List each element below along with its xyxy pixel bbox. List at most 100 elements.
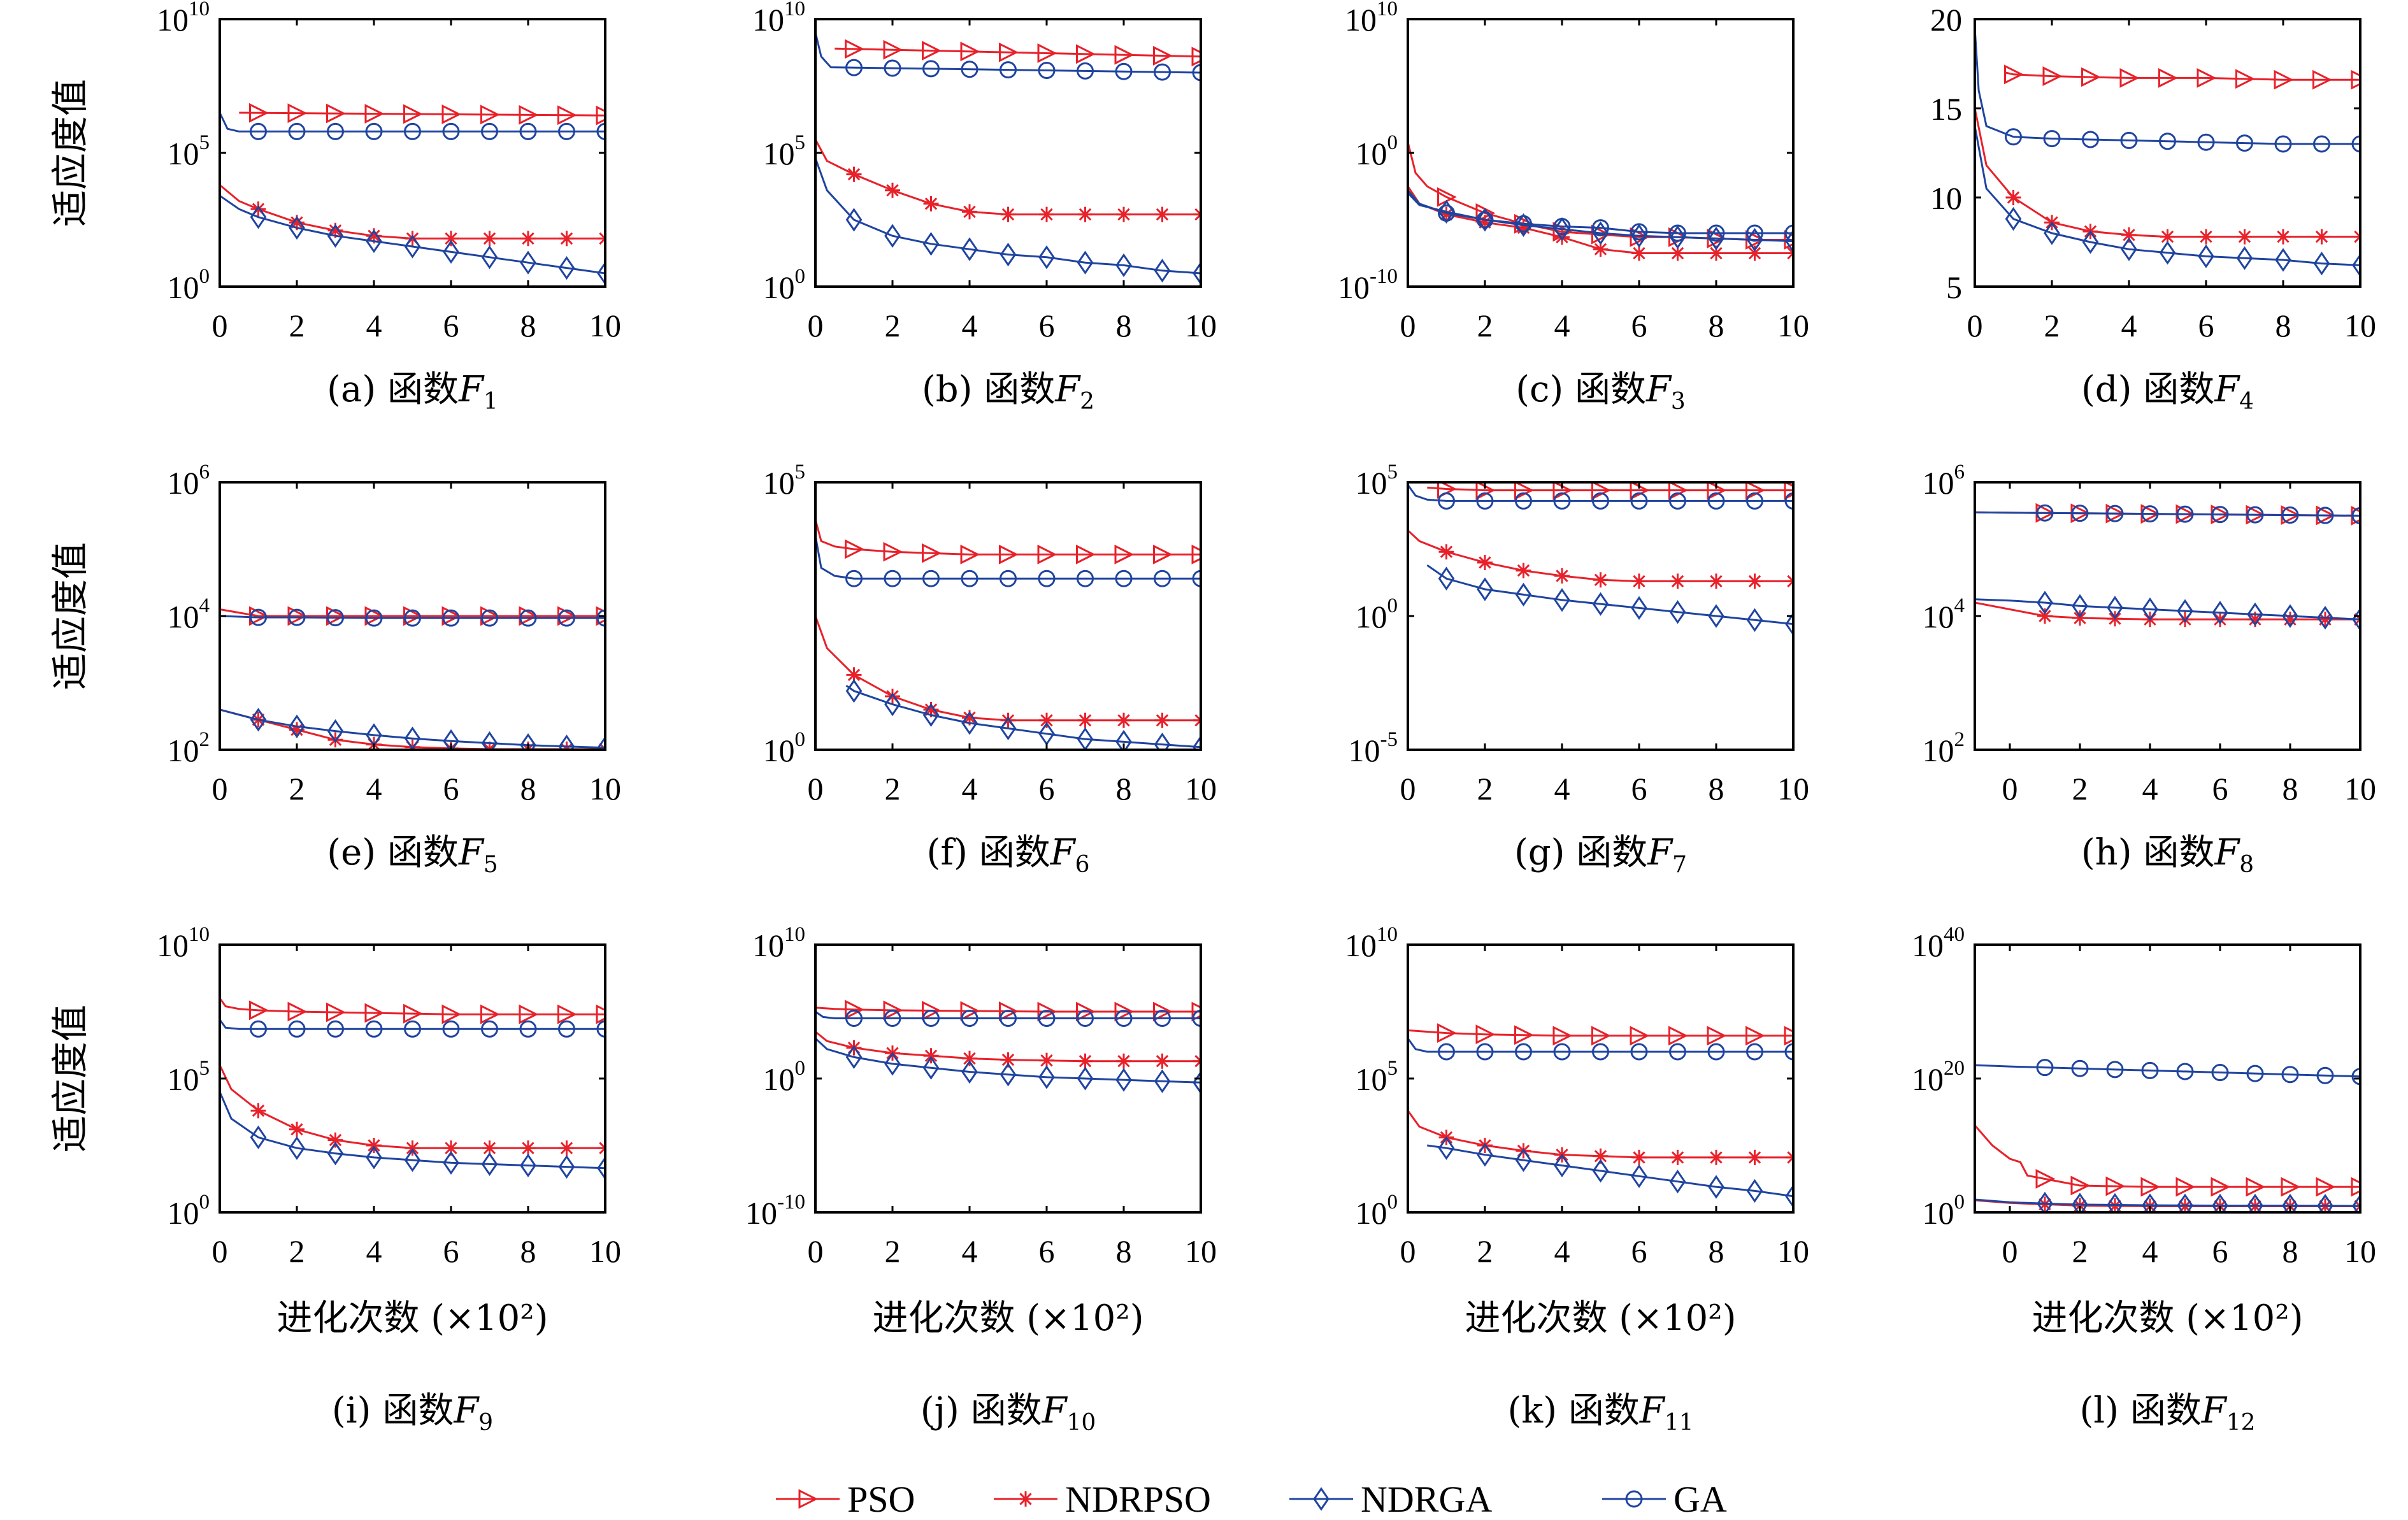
data-point-pso	[596, 1004, 605, 1024]
x-tick-label: 2	[1477, 308, 1493, 343]
data-point-ga	[365, 609, 383, 627]
data-point-ga	[1192, 64, 1201, 82]
series-group	[815, 519, 1201, 750]
data-point-ndrpso	[289, 722, 305, 738]
panel-a: 0 2 4 6 8 10 100 105 1010 适应度值 (a) 函数F1	[48, 0, 621, 415]
data-point-ndrga	[884, 1052, 901, 1076]
x-tick-label: 4	[1554, 1233, 1570, 1269]
x-tick-label: 4	[962, 1233, 978, 1269]
x-axis-label: 进化次数 (×10²)	[276, 1298, 548, 1339]
data-point-pso	[326, 103, 346, 124]
series-line-ga	[1975, 1064, 2360, 1078]
x-tick-label: 2	[2044, 308, 2060, 343]
panel-caption: (l) 函数F12	[2079, 1390, 2255, 1436]
x-tick-label: 2	[885, 1233, 901, 1269]
legend-label: GA	[1673, 1479, 1727, 1520]
data-point-ndrpso	[2107, 1198, 2123, 1212]
data-point-ga	[2316, 1066, 2334, 1084]
series-group	[815, 32, 1201, 285]
series-group	[1408, 482, 1793, 636]
data-point-pso	[960, 544, 980, 564]
data-point-ndrga	[1477, 577, 1493, 601]
series-line-pso	[1975, 1124, 2360, 1188]
data-point-ndrga	[2107, 1193, 2123, 1212]
x-tick-label: 6	[2212, 771, 2228, 807]
data-point-ga	[2236, 134, 2253, 152]
y-tick-label: 105	[763, 461, 806, 501]
data-point-pso	[1784, 1026, 1793, 1046]
x-tick-label: 4	[1554, 771, 1570, 807]
data-point-ga	[2106, 505, 2124, 522]
data-point-ndrpso	[1077, 1053, 1093, 1069]
data-point-pso	[1591, 224, 1611, 245]
data-point-pso	[1191, 544, 1201, 564]
data-point-pso	[1037, 43, 1057, 63]
data-point-ndrga	[2121, 237, 2137, 261]
data-point-ndrpso	[923, 702, 939, 717]
data-point-ga	[884, 59, 901, 77]
plot-frame	[219, 943, 606, 1214]
data-point-ndrpso	[1516, 220, 1531, 236]
data-point-ndrga	[845, 208, 863, 232]
data-point-ndrga	[922, 232, 940, 256]
data-point-pso	[441, 1004, 462, 1024]
y-tick-label: 100	[763, 265, 806, 305]
plot-frame	[1974, 943, 2361, 1214]
data-point-ga	[1784, 224, 1793, 242]
data-point-ga	[1077, 570, 1094, 587]
data-point-ndrpso	[482, 1140, 498, 1156]
data-point-ga	[2141, 505, 2159, 523]
data-point-ndrga	[366, 1145, 382, 1170]
x-tick-label: 8	[1709, 1233, 1724, 1269]
data-point-ga	[2351, 135, 2360, 153]
data-point-ga	[922, 60, 940, 78]
data-point-pso	[1591, 482, 1611, 501]
data-point-pso	[557, 1004, 577, 1024]
series-line-ga	[220, 615, 605, 619]
data-point-ga	[1707, 492, 1725, 510]
data-point-ndrpso	[1747, 573, 1763, 589]
panel-caption: (k) 函数F11	[1507, 1390, 1693, 1436]
panel-c: 0 2 4 6 8 10 10-10 100 1010 (c) 函数F3	[1338, 0, 1809, 415]
x-tick-label: 0	[1400, 771, 1416, 807]
data-point-ndrga	[2352, 1194, 2360, 1212]
x-tick-label: 10	[1185, 308, 1217, 343]
data-point-pso	[1114, 45, 1135, 65]
data-point-ndrga	[2107, 596, 2123, 620]
data-point-ndrga	[366, 229, 382, 254]
x-tick-label: 10	[589, 308, 621, 343]
series-line-ga	[220, 112, 605, 133]
series-line-ndrga	[1427, 1144, 1793, 1198]
data-point-ndrga	[922, 1056, 940, 1080]
data-point-pso	[2246, 1177, 2266, 1197]
panel-caption: (i) 函数F9	[332, 1390, 493, 1436]
series-line-ga	[1408, 189, 1793, 234]
data-point-pso	[883, 541, 903, 562]
data-point-pso	[2197, 68, 2217, 88]
data-point-ga	[922, 570, 940, 587]
x-tick-label: 10	[1777, 771, 1809, 807]
data-point-pso	[1153, 1001, 1173, 1022]
data-point-pso	[1514, 482, 1534, 501]
data-point-ga	[2316, 506, 2334, 524]
data-point-ndrga	[558, 255, 575, 280]
data-point-ndrpso	[1077, 206, 1093, 222]
data-point-ga	[519, 122, 537, 140]
data-point-ndrpso	[846, 166, 862, 182]
data-point-ndrpso	[250, 1103, 266, 1119]
data-point-pso	[403, 1003, 423, 1024]
x-tick-label: 4	[1554, 308, 1570, 343]
data-point-pso	[249, 103, 269, 123]
data-point-ga	[1669, 492, 1686, 510]
y-tick-label: 1010	[157, 923, 210, 963]
data-point-ndrga	[558, 735, 575, 750]
data-point-ga	[2211, 1064, 2229, 1082]
data-point-ga	[2071, 505, 2089, 522]
panel-caption: (g) 函数F7	[1514, 832, 1687, 878]
data-point-ga	[1077, 1010, 1094, 1027]
data-point-ndrpso	[1438, 206, 1454, 222]
data-point-pso	[1514, 1025, 1534, 1045]
data-point-ndrga	[289, 714, 305, 738]
data-point-ga	[481, 122, 498, 140]
series-line-ndrga	[220, 708, 605, 749]
